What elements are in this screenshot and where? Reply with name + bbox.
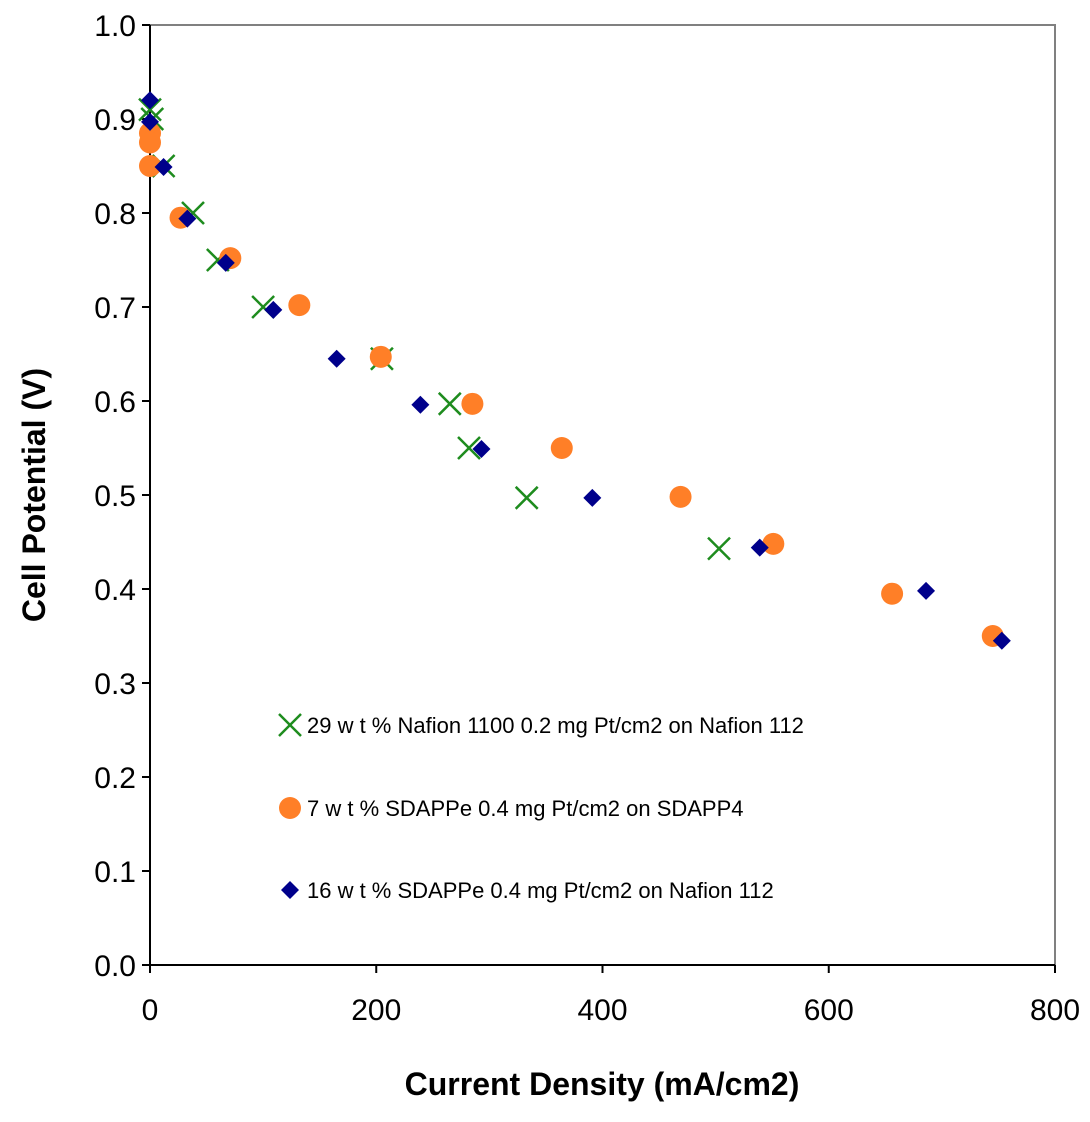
series-2-point xyxy=(139,155,161,177)
series-1-point xyxy=(707,536,731,561)
series-1-point xyxy=(138,97,162,122)
y-tick-label: 1.0 xyxy=(94,10,136,43)
y-tick-label: 0.1 xyxy=(94,856,136,889)
legend-label-3: 16 w t % SDAPPe 0.4 mg Pt/cm2 on Nafion … xyxy=(307,878,774,903)
y-tick-label: 0.0 xyxy=(94,950,136,983)
data-points xyxy=(138,91,1011,650)
legend-marker-3 xyxy=(281,881,299,899)
series-2-point xyxy=(369,345,392,368)
series-1-point xyxy=(457,436,481,460)
series-3-point xyxy=(411,395,430,414)
y-tick-label: 0.8 xyxy=(94,198,136,231)
y-tick-label: 0.2 xyxy=(94,762,136,795)
y-axis-title: Cell Potential (V) xyxy=(16,368,52,622)
y-tick-label: 0.7 xyxy=(94,292,136,325)
series-3-point xyxy=(264,300,283,319)
y-tick-label: 0.4 xyxy=(94,574,136,607)
y-tick-label: 0.5 xyxy=(94,480,136,513)
x-axis-ticks: 0 200 400 600 800 xyxy=(142,965,1080,1027)
series-3-point xyxy=(750,538,769,557)
plot-area xyxy=(149,24,1056,966)
series-3-point xyxy=(327,349,346,368)
legend-label-1: 29 w t % Nafion 1100 0.2 mg Pt/cm2 on Na… xyxy=(307,713,804,738)
series-2-point xyxy=(669,485,692,508)
y-tick-label: 0.3 xyxy=(94,668,136,701)
y-axis-ticks: 0.0 0.1 0.2 0.3 0.4 0.5 0.6 0.7 0.8 0.9 1.0 xyxy=(94,10,150,983)
series-1-point xyxy=(437,391,462,416)
series-3-point xyxy=(472,439,491,458)
series-3-point xyxy=(141,112,159,131)
x-tick-label: 0 xyxy=(142,994,159,1027)
series-1-point xyxy=(514,485,539,510)
legend-label-2: 7 w t % SDAPPe 0.4 mg Pt/cm2 on SDAPP4 xyxy=(307,796,744,821)
x-axis-title: Current Density (mA/cm2) xyxy=(405,1066,800,1102)
series-3-point xyxy=(178,209,197,228)
legend-marker-2 xyxy=(279,797,301,819)
legend-marker-1 xyxy=(278,713,302,737)
series-3-point xyxy=(216,253,235,272)
x-tick-label: 200 xyxy=(351,994,401,1027)
series-2-point xyxy=(139,131,161,154)
y-tick-label: 0.6 xyxy=(94,386,136,419)
y-tick-label: 0.9 xyxy=(94,104,136,137)
series-3-point xyxy=(917,581,936,600)
series-2-point xyxy=(550,437,573,459)
x-tick-label: 600 xyxy=(804,994,854,1027)
x-tick-label: 400 xyxy=(577,994,627,1027)
series-2-point xyxy=(288,294,311,317)
series-3-point xyxy=(583,488,602,507)
series-3-point xyxy=(992,631,1011,650)
series-3-point xyxy=(154,157,173,176)
series-2-point xyxy=(762,532,785,555)
series-2-point xyxy=(461,392,484,415)
series-3-point xyxy=(141,91,159,110)
legend: 29 w t % Nafion 1100 0.2 mg Pt/cm2 on Na… xyxy=(278,713,804,903)
series-2-point xyxy=(881,582,904,605)
x-tick-label: 800 xyxy=(1030,994,1080,1027)
